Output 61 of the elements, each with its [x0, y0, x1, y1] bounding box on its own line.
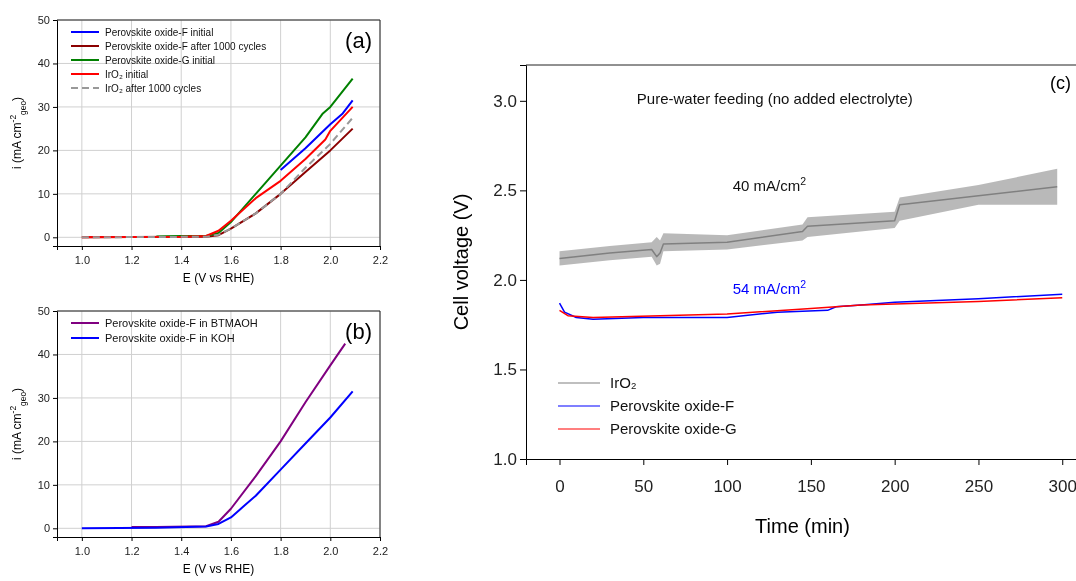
line-series: [279, 99, 354, 171]
annotation: 40 mA/cm$^{2}$: [732, 175, 807, 195]
x-tick-label: 200: [880, 476, 910, 496]
annotation: 54 mA/cm$^{2}$: [732, 277, 807, 297]
y-tick-label: 1.0: [493, 449, 517, 469]
legend-label: Perovskite oxide-F initial: [105, 26, 214, 38]
x-tick-label: 1.6: [223, 545, 240, 557]
legend-label: Perovskite oxide-F in KOH: [105, 331, 235, 344]
x-tick-label: 2.2: [372, 545, 389, 557]
y-tick-label: 30: [37, 100, 50, 113]
x-tick-label: 2.0: [323, 254, 339, 266]
x-tick-label: 2.0: [323, 545, 339, 557]
x-tick-label: 250: [964, 476, 994, 496]
y-tick-label: 1.5: [493, 360, 517, 380]
chart-title: (c): [1050, 73, 1071, 93]
x-axis-title: E (V vs RHE): [182, 271, 255, 285]
legend-label: IrO₂ initial: [105, 68, 149, 80]
x-tick-label: 1.8: [273, 254, 289, 266]
legend-label: Perovskite oxide-G: [610, 420, 737, 438]
x-tick-label: 1.0: [74, 545, 90, 557]
x-axis-title: Time (min): [755, 515, 850, 537]
legend-label: Perovskite oxide-F: [610, 397, 735, 415]
chart-title: (b): [345, 319, 372, 344]
y-tick-label: 30: [37, 391, 50, 404]
y-tick-label: 50: [37, 14, 50, 27]
y-tick-label: 0: [43, 522, 50, 535]
x-tick-label: 300: [1048, 476, 1076, 496]
legend-label: IrO₂ after 1000 cycles: [105, 82, 202, 94]
legend-label: Perovskite oxide-F after 1000 cycles: [105, 40, 267, 52]
x-tick-label: 150: [797, 476, 826, 496]
y-tick-label: 50: [37, 305, 50, 318]
y-tick-label: 0: [43, 231, 50, 244]
y-tick-label: 10: [37, 187, 50, 200]
y-tick-label: 2.0: [493, 270, 517, 290]
y-tick-label: 10: [37, 478, 50, 491]
x-tick-label: 0: [555, 476, 565, 496]
y-axis-title: Cell voltage (V): [450, 193, 472, 331]
x-tick-label: 1.2: [124, 545, 140, 557]
y-tick-label: 40: [37, 57, 50, 70]
x-tick-label: 2.2: [372, 254, 389, 266]
annotation: Pure-water feeding (no added electrolyte): [636, 90, 913, 108]
x-tick-label: 1.6: [223, 254, 240, 266]
line-series: [130, 342, 347, 528]
y-tick-label: 20: [37, 435, 50, 448]
line-series: [80, 390, 354, 530]
x-tick-label: 1.4: [174, 545, 190, 557]
x-tick-label: 1.2: [124, 254, 140, 266]
x-axis-title: E (V vs RHE): [182, 562, 255, 576]
x-tick-label: 1.4: [174, 254, 190, 266]
x-tick-label: 1.0: [74, 254, 90, 266]
legend-label: Perovskite oxide-G initial: [105, 54, 216, 66]
legend-label: IrO₂: [610, 374, 637, 392]
y-tick-label: 40: [37, 348, 50, 361]
y-tick-label: 2.5: [493, 181, 517, 201]
x-tick-label: 1.8: [273, 545, 289, 557]
y-tick-label: 3.0: [493, 91, 517, 111]
y-tick-label: 20: [37, 144, 50, 157]
chart-title: (a): [345, 28, 372, 53]
x-tick-label: 100: [713, 476, 742, 496]
x-tick-label: 50: [634, 476, 654, 496]
legend-label: Perovskite oxide-F in BTMAOH: [105, 316, 258, 329]
